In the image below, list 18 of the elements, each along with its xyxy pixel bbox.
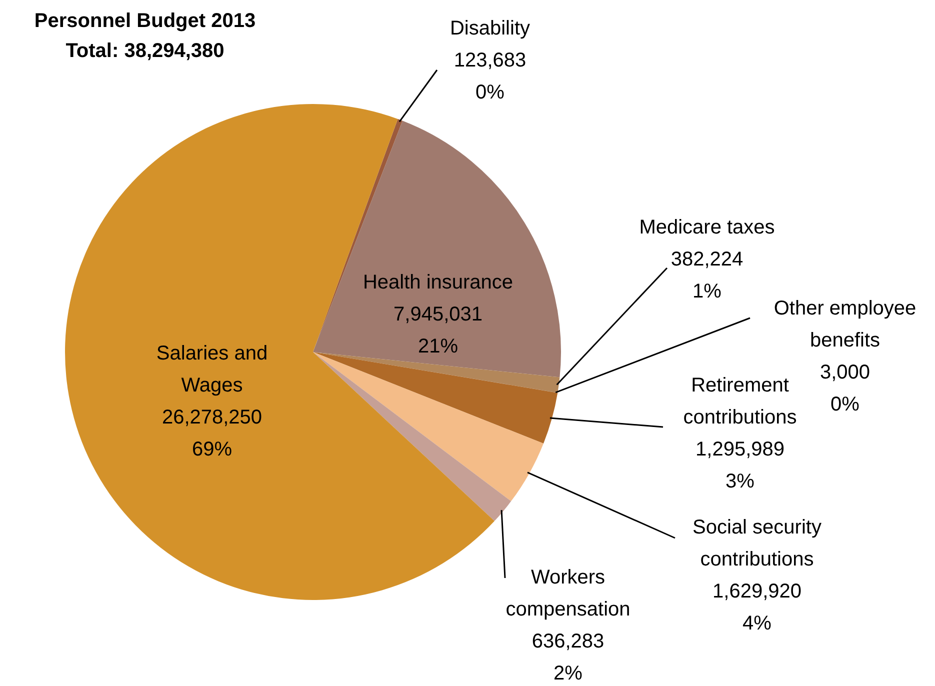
data-label: 636,283 2% (532, 630, 604, 685)
slice-label: Social security contributions (692, 516, 822, 571)
chart-title: Personnel Budget 2013 (33, 9, 257, 34)
data-label: 3,000 0% (820, 362, 870, 416)
data-label: 1,629,920 4% (712, 580, 802, 635)
slice-label: Disability (450, 18, 530, 40)
slice-label: Other employee benefits (774, 298, 916, 352)
slice-label: Salaries and Wages (156, 342, 268, 397)
data-label: 7,945,031 21% (394, 304, 482, 358)
data-label: 382,224 1% (670, 248, 744, 303)
slice-label: Health insurance (362, 272, 514, 294)
slice-label: Workers compensation (506, 566, 630, 621)
slice-label: Medicare taxes (639, 216, 775, 239)
slice-label: Retirement contributions (683, 374, 797, 429)
text: Total: 38,294,380 (64, 39, 226, 64)
data-label: 1,295,989 3% (696, 438, 784, 493)
data-label: 123,683 0% (454, 50, 526, 104)
data-label: 26,278,250 69% (162, 406, 262, 461)
